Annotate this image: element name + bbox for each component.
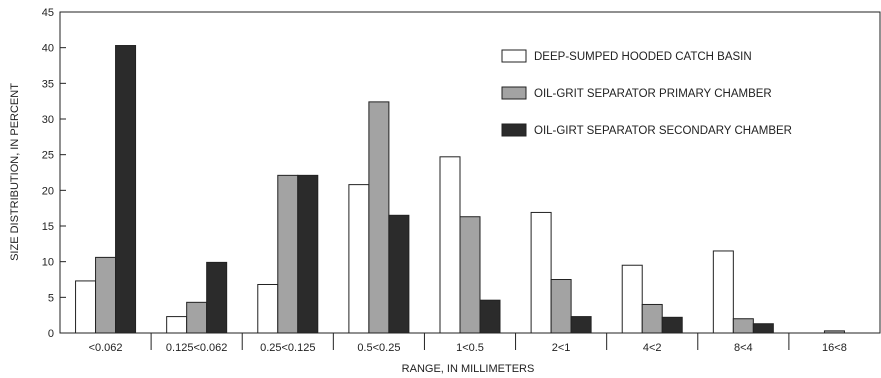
legend-swatch — [501, 49, 527, 63]
bar-1-6 — [530, 211, 552, 334]
y-tick-label: 15 — [42, 221, 54, 233]
bar-2-9 — [823, 330, 845, 334]
x-axis-title: RANGE, IN MILLIMETERS — [402, 363, 535, 375]
bar-3-6 — [570, 316, 592, 334]
bar-1-5 — [439, 156, 461, 334]
legend-label: DEEP-SUMPED HOODED CATCH BASIN — [534, 51, 752, 63]
y-tick-label: 25 — [42, 150, 54, 162]
category-label: 0.125<0.062 — [166, 342, 227, 354]
y-tick-label: 0 — [48, 328, 54, 340]
bar-3-5 — [479, 299, 501, 334]
bar-2-4 — [368, 101, 390, 334]
category-label: 16<8 — [822, 342, 847, 354]
y-tick-label: 20 — [42, 185, 54, 197]
y-tick-label: 45 — [42, 7, 54, 19]
bar-2-8 — [732, 318, 754, 334]
category-label: 4<2 — [643, 342, 662, 354]
bar-3-4 — [388, 214, 410, 334]
legend-swatch — [501, 86, 527, 100]
bar-3-8 — [752, 323, 774, 334]
bar-2-3 — [277, 174, 299, 334]
bar-2-7 — [641, 303, 663, 334]
category-label: <0.062 — [89, 342, 123, 354]
bar-2-1 — [95, 256, 117, 334]
bar-2-5 — [459, 216, 481, 334]
legend-label: OIL-GRIT SEPARATOR PRIMARY CHAMBER — [534, 88, 772, 100]
legend-label: OIL-GIRT SEPARATOR SECONDARY CHAMBER — [534, 125, 792, 137]
bar-1-1 — [75, 280, 97, 334]
y-tick-label: 40 — [42, 43, 54, 55]
bar-3-7 — [661, 316, 683, 334]
category-label: 8<4 — [734, 342, 753, 354]
bar-1-3 — [257, 283, 279, 334]
bar-3-3 — [297, 174, 319, 334]
y-axis-title: SIZE DISTRIBUTION, IN PERCENT — [9, 83, 21, 261]
bar-2-2 — [186, 301, 208, 334]
bar-1-4 — [348, 184, 370, 334]
y-tick-label: 5 — [48, 292, 54, 304]
bar-1-2 — [166, 316, 188, 334]
bar-3-2 — [206, 261, 228, 334]
y-tick-label: 35 — [42, 78, 54, 90]
bar-1-7 — [621, 264, 643, 334]
category-label: 0.25<0.125 — [260, 342, 315, 354]
y-tick-label: 30 — [42, 114, 54, 126]
bar-3-1 — [115, 45, 137, 334]
category-label: 2<1 — [552, 342, 571, 354]
y-tick-label: 10 — [42, 257, 54, 269]
category-label: 1<0.5 — [456, 342, 484, 354]
bar-2-6 — [550, 279, 572, 334]
category-label: 0.5<0.25 — [357, 342, 400, 354]
legend-swatch — [501, 123, 527, 137]
bar-1-8 — [712, 250, 734, 334]
